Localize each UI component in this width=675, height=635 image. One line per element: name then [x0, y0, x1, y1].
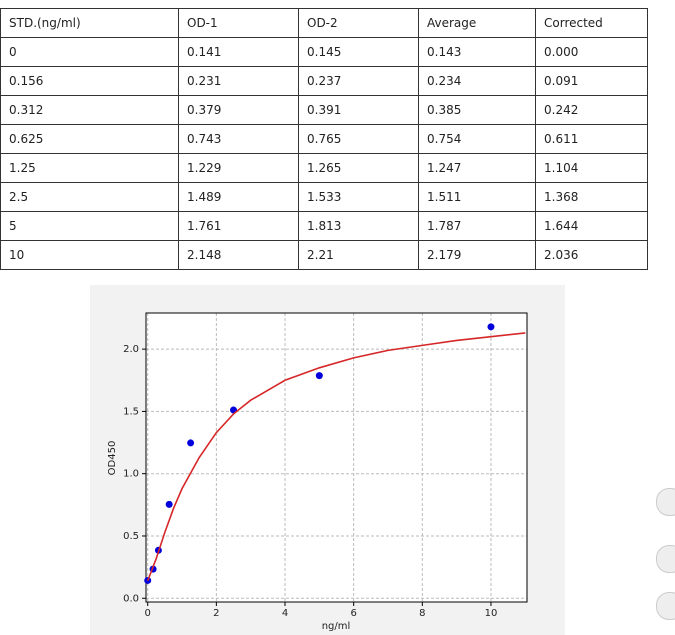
- table-row: 0 0.141 0.145 0.143 0.000: [0, 37, 648, 67]
- table-cell: 2.148: [178, 240, 299, 270]
- table-cell: 1.104: [535, 153, 648, 183]
- x-tick-label: 6: [350, 608, 356, 619]
- table-cell: 1.533: [298, 182, 419, 212]
- table-cell: 1.25: [0, 153, 179, 183]
- table-row: 2.5 1.489 1.533 1.511 1.368: [0, 182, 648, 212]
- y-tick-label: 2.0: [123, 344, 139, 355]
- y-axis-label: OD450: [107, 441, 118, 476]
- table-cell: 0: [0, 37, 179, 67]
- x-tick-label: 10: [485, 608, 498, 619]
- table-row: 5 1.761 1.813 1.787 1.644: [0, 211, 648, 241]
- table-cell: 1.368: [535, 182, 648, 212]
- table-cell: STD.(ng/ml): [0, 8, 179, 38]
- chart-background: [90, 285, 565, 635]
- data-point: [154, 546, 162, 554]
- x-tick-label: 0: [145, 608, 151, 619]
- table-cell: 1.787: [418, 211, 536, 241]
- table-cell: OD-2: [298, 8, 419, 38]
- table-cell: 0.143: [418, 37, 536, 67]
- table-cell: 0.141: [178, 37, 299, 67]
- table-row: 0.312 0.379 0.391 0.385 0.242: [0, 95, 648, 125]
- table-cell: 10: [0, 240, 179, 270]
- y-tick-label: 1.5: [123, 406, 139, 417]
- table-cell: 0.145: [298, 37, 419, 67]
- table-cell: 0.379: [178, 95, 299, 125]
- table-cell: 1.247: [418, 153, 536, 183]
- table-cell: 0.765: [298, 124, 419, 154]
- table-cell: 1.644: [535, 211, 648, 241]
- table-row: 0.625 0.743 0.765 0.754 0.611: [0, 124, 648, 154]
- table-cell: 0.231: [178, 66, 299, 96]
- table-cell: 0.625: [0, 124, 179, 154]
- table-cell: 2.036: [535, 240, 648, 270]
- data-point: [187, 439, 195, 447]
- table-cell: 2.21: [298, 240, 419, 270]
- zoom-out-button[interactable]: [656, 592, 675, 620]
- data-point: [165, 500, 173, 508]
- table-row: 10 2.148 2.21 2.179 2.036: [0, 240, 648, 270]
- plot-frame: [145, 312, 528, 603]
- data-point: [487, 323, 495, 331]
- table-cell: 0.385: [418, 95, 536, 125]
- x-axis-label: ng/ml: [322, 621, 351, 632]
- x-tick-label: 4: [282, 608, 288, 619]
- x-tick-label: 8: [419, 608, 425, 619]
- data-point: [149, 565, 157, 573]
- table-cell: 0.000: [535, 37, 648, 67]
- zoom-in-button[interactable]: [656, 545, 675, 573]
- table-cell: 0.091: [535, 66, 648, 96]
- table-cell: 0.242: [535, 95, 648, 125]
- header-row: STD.(ng/ml) OD-1 OD-2 Average Corrected: [0, 8, 648, 38]
- table-cell: 0.156: [0, 66, 179, 96]
- table-cell: 0.234: [418, 66, 536, 96]
- data-point: [315, 372, 323, 380]
- table-cell: OD-1: [178, 8, 299, 38]
- table-cell: 0.237: [298, 66, 419, 96]
- data-point: [144, 576, 152, 584]
- y-tick-label: 1.0: [123, 469, 139, 480]
- table-cell: 1.813: [298, 211, 419, 241]
- table-cell: 5: [0, 211, 179, 241]
- table-cell: 2.5: [0, 182, 179, 212]
- table-row: 0.156 0.231 0.237 0.234 0.091: [0, 66, 648, 96]
- fit-curve: [146, 332, 526, 582]
- table-cell: 0.611: [535, 124, 648, 154]
- y-tick-label: 0.5: [123, 531, 139, 542]
- table-cell: Corrected: [535, 8, 648, 38]
- table-cell: 1.229: [178, 153, 299, 183]
- table-cell: 1.489: [178, 182, 299, 212]
- table-cell: 0.743: [178, 124, 299, 154]
- table-cell: 0.754: [418, 124, 536, 154]
- table-cell: 1.511: [418, 182, 536, 212]
- standards-table: STD.(ng/ml) OD-1 OD-2 Average Corrected 0 0.14…: [0, 8, 648, 270]
- y-tick-label: 0.0: [123, 593, 139, 604]
- zoom-button[interactable]: [656, 488, 675, 516]
- data-point: [230, 406, 238, 414]
- table-cell: Average: [418, 8, 536, 38]
- table-cell: 1.265: [298, 153, 419, 183]
- table-cell: 1.761: [178, 211, 299, 241]
- table-cell: 0.391: [298, 95, 419, 125]
- table-cell: 0.312: [0, 95, 179, 125]
- plot-area: [145, 312, 528, 603]
- table-row: 1.25 1.229 1.265 1.247 1.104: [0, 153, 648, 183]
- table-cell: 2.179: [418, 240, 536, 270]
- x-tick-label: 2: [213, 608, 219, 619]
